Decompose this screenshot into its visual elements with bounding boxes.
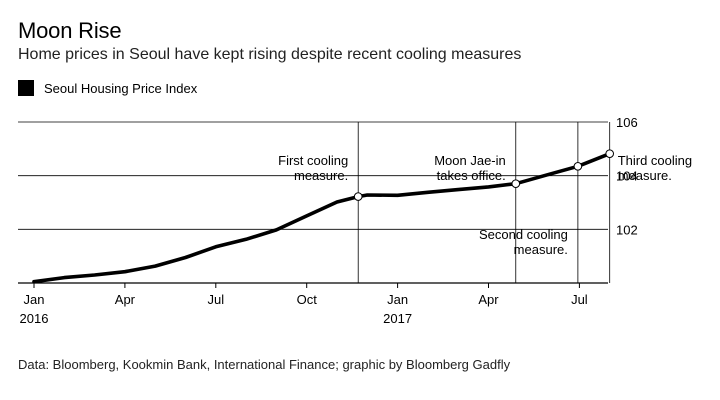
annotation-label: measure. xyxy=(294,168,348,183)
series-line xyxy=(32,151,612,284)
x-tick-label-year: 2017 xyxy=(383,311,412,326)
annotation-label: takes office. xyxy=(437,168,506,183)
x-tick-label: Apr xyxy=(115,292,136,307)
annotation-label: measure. xyxy=(514,242,568,257)
x-tick-label: Jul xyxy=(207,292,224,307)
source-note: Data: Bloomberg, Kookmin Bank, Internati… xyxy=(18,357,511,372)
legend: Seoul Housing Price Index xyxy=(18,80,197,96)
x-tick-label: Jul xyxy=(571,292,588,307)
legend-label: Seoul Housing Price Index xyxy=(44,80,198,96)
annotation-marker xyxy=(511,179,521,189)
annotation-marker xyxy=(353,192,363,201)
y-tick-label: 106 xyxy=(616,115,638,130)
chart-subtitle: Home prices in Seoul have kept rising de… xyxy=(18,46,522,63)
x-tick-label: Jan xyxy=(24,292,45,307)
annotation-label: Second cooling xyxy=(479,227,568,242)
x-tick-label: Jan xyxy=(387,292,408,307)
legend-swatch xyxy=(18,80,34,96)
y-tick-label: 104 xyxy=(616,169,638,184)
x-tick-label-year: 2016 xyxy=(20,311,49,326)
annotation-label: Third cooling xyxy=(618,153,692,168)
annotation-label: Moon Jae-in xyxy=(434,153,506,168)
y-tick-label: 102 xyxy=(616,222,638,237)
x-tick-label: Oct xyxy=(297,292,318,307)
annotation-marker xyxy=(605,149,615,158)
annotation-label: measure. xyxy=(618,168,672,183)
x-tick-label: Apr xyxy=(478,292,499,307)
chart-title: Moon Rise xyxy=(18,18,122,43)
annotation-label: First cooling xyxy=(278,153,348,168)
annotation-marker xyxy=(573,161,583,171)
